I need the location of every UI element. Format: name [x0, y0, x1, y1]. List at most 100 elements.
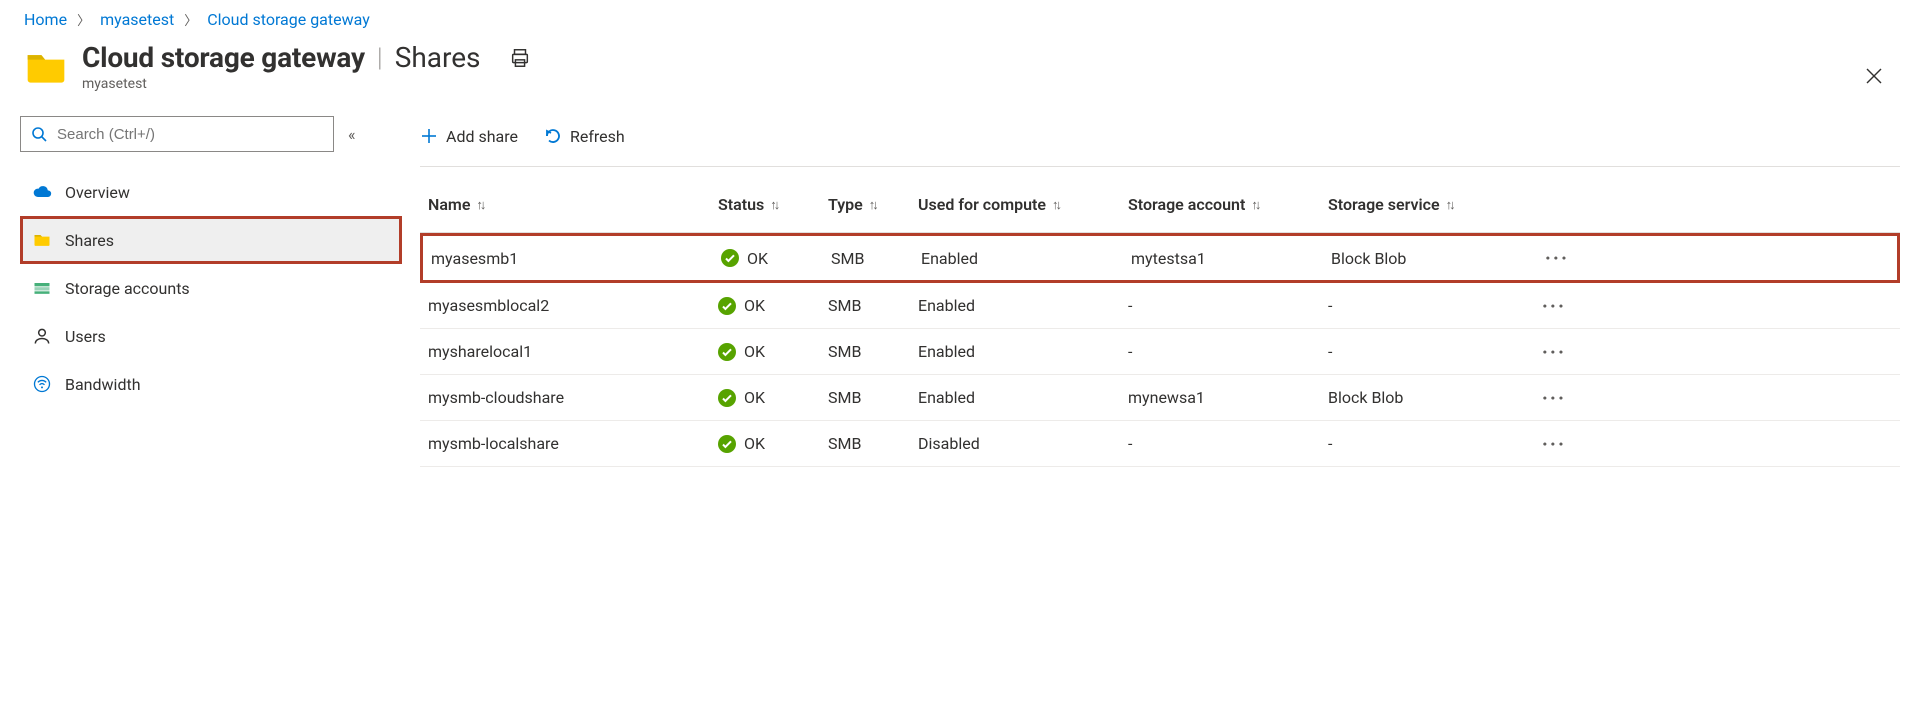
cell-account: -: [1128, 296, 1328, 315]
search-input[interactable]: [20, 116, 334, 152]
col-status[interactable]: Status↑↓: [718, 195, 828, 214]
sidebar-item-label: Storage accounts: [65, 279, 190, 298]
collapse-sidebar-button[interactable]: «: [348, 125, 356, 144]
refresh-icon: [544, 127, 562, 145]
row-context-menu-button[interactable]: ···: [1518, 294, 1566, 318]
cell-account: mytestsa1: [1131, 249, 1331, 268]
ok-icon: [721, 249, 739, 267]
sidebar-item-overview[interactable]: Overview: [20, 168, 402, 216]
cell-type: SMB: [828, 296, 918, 315]
breadcrumb-home[interactable]: Home: [24, 10, 67, 29]
search-field[interactable]: [55, 125, 323, 144]
sidebar-item-storage-accounts[interactable]: Storage accounts: [20, 264, 402, 312]
col-type[interactable]: Type↑↓: [828, 195, 918, 214]
ok-icon: [718, 389, 736, 407]
sidebar-item-users[interactable]: Users: [20, 312, 402, 360]
cell-type: SMB: [831, 249, 921, 268]
resource-name: myasetest: [82, 76, 531, 92]
sort-icon: ↑↓: [1446, 197, 1453, 213]
title-divider: |: [377, 43, 383, 73]
row-context-menu-button[interactable]: ···: [1518, 432, 1566, 456]
col-account[interactable]: Storage account↑↓: [1128, 195, 1328, 214]
col-compute[interactable]: Used for compute↑↓: [918, 195, 1128, 214]
sort-icon: ↑↓: [1251, 197, 1258, 213]
cell-status: OK: [718, 434, 828, 453]
ok-icon: [718, 297, 736, 315]
table-header: Name↑↓ Status↑↓ Type↑↓ Used for compute↑…: [420, 177, 1900, 233]
search-icon: [31, 126, 47, 142]
shares-table: Name↑↓ Status↑↓ Type↑↓ Used for compute↑…: [420, 177, 1900, 467]
cell-account: -: [1128, 342, 1328, 361]
sidebar-item-bandwidth[interactable]: Bandwidth: [20, 360, 402, 408]
col-name[interactable]: Name↑↓: [428, 195, 718, 214]
table-row[interactable]: myasesmblocal2OKSMBEnabled--···: [420, 283, 1900, 329]
add-share-label: Add share: [446, 127, 518, 146]
cell-compute: Disabled: [918, 434, 1128, 453]
sort-icon: ↑↓: [869, 197, 876, 213]
sidebar-item-label: Users: [65, 327, 106, 346]
cell-service: -: [1328, 296, 1518, 315]
cell-name: mysmb-localshare: [428, 434, 718, 453]
sort-icon: ↑↓: [1052, 197, 1059, 213]
cell-service: -: [1328, 434, 1518, 453]
cell-status: OK: [718, 388, 828, 407]
table-row[interactable]: mysharelocal1OKSMBEnabled--···: [420, 329, 1900, 375]
main-content: Add share Refresh Name↑↓: [402, 116, 1900, 467]
sidebar-item-label: Overview: [65, 183, 130, 202]
bandwidth-icon: [31, 374, 53, 394]
row-context-menu-button[interactable]: ···: [1518, 340, 1566, 364]
refresh-button[interactable]: Refresh: [544, 127, 625, 146]
refresh-label: Refresh: [570, 127, 625, 146]
sidebar-item-label: Bandwidth: [65, 375, 141, 394]
cell-type: SMB: [828, 434, 918, 453]
cell-compute: Enabled: [918, 296, 1128, 315]
toolbar: Add share Refresh: [420, 116, 1900, 156]
breadcrumb: Home 〉 myasetest 〉 Cloud storage gateway: [20, 8, 1900, 37]
cell-compute: Enabled: [918, 342, 1128, 361]
row-context-menu-button[interactable]: ···: [1521, 246, 1569, 270]
cloud-icon: [31, 182, 53, 202]
folder-icon: [24, 45, 68, 89]
breadcrumb-section[interactable]: Cloud storage gateway: [207, 10, 370, 29]
page-subtitle: Shares: [395, 41, 481, 74]
cell-status: OK: [721, 249, 831, 268]
cell-type: SMB: [828, 342, 918, 361]
table-row[interactable]: myasesmb1OKSMBEnabledmytestsa1Block Blob…: [420, 233, 1900, 283]
cell-service: Block Blob: [1328, 388, 1518, 407]
close-button[interactable]: [1856, 58, 1892, 94]
cell-account: -: [1128, 434, 1328, 453]
storage-icon: [31, 278, 53, 298]
col-service[interactable]: Storage service↑↓: [1328, 195, 1518, 214]
cell-service: Block Blob: [1331, 249, 1521, 268]
sort-icon: ↑↓: [770, 197, 777, 213]
user-icon: [31, 326, 53, 346]
sidebar: « Overview Shares Storage accounts Users Ban…: [20, 116, 402, 467]
table-row[interactable]: mysmb-cloudshareOKSMBEnabledmynewsa1Bloc…: [420, 375, 1900, 421]
cell-status: OK: [718, 296, 828, 315]
page-title: Cloud storage gateway: [82, 41, 365, 74]
folder-icon: [31, 230, 53, 250]
cell-type: SMB: [828, 388, 918, 407]
sort-icon: ↑↓: [476, 197, 483, 213]
cell-name: mysharelocal1: [428, 342, 718, 361]
add-share-button[interactable]: Add share: [420, 127, 518, 146]
table-row[interactable]: mysmb-localshareOKSMBDisabled--···: [420, 421, 1900, 467]
cell-compute: Enabled: [921, 249, 1131, 268]
cell-compute: Enabled: [918, 388, 1128, 407]
cell-name: myasesmb1: [431, 249, 721, 268]
row-context-menu-button[interactable]: ···: [1518, 386, 1566, 410]
plus-icon: [420, 127, 438, 145]
breadcrumb-resource[interactable]: myasetest: [100, 10, 174, 29]
cell-status: OK: [718, 342, 828, 361]
ok-icon: [718, 435, 736, 453]
cell-name: mysmb-cloudshare: [428, 388, 718, 407]
cell-service: -: [1328, 342, 1518, 361]
cell-account: mynewsa1: [1128, 388, 1328, 407]
sidebar-item-label: Shares: [65, 231, 114, 250]
print-button[interactable]: [509, 47, 531, 69]
sidebar-item-shares[interactable]: Shares: [20, 216, 402, 264]
ok-icon: [718, 343, 736, 361]
cell-name: myasesmblocal2: [428, 296, 718, 315]
chevron-right-icon: 〉: [77, 10, 90, 29]
chevron-right-icon: 〉: [184, 10, 197, 29]
